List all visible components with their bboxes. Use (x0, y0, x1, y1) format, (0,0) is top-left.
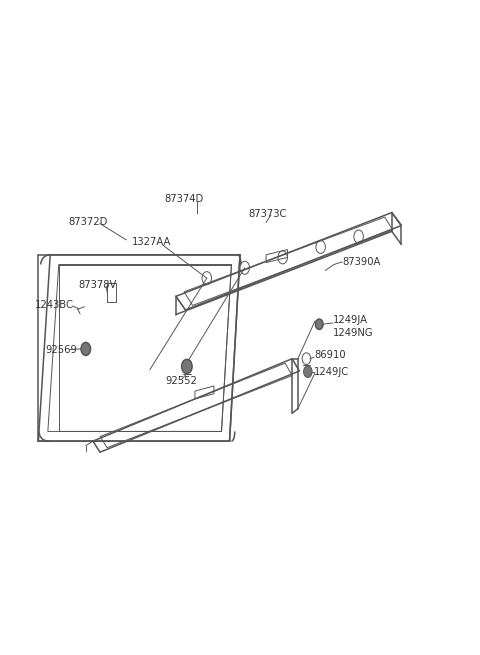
Text: 1327AA: 1327AA (132, 236, 172, 247)
Circle shape (315, 319, 323, 329)
Text: 87373C: 87373C (249, 209, 287, 219)
Circle shape (181, 360, 192, 373)
Text: 87374D: 87374D (164, 194, 204, 204)
Text: 92569: 92569 (46, 345, 77, 355)
Text: 1249JA: 1249JA (333, 315, 368, 326)
Circle shape (303, 365, 312, 377)
Text: 92552: 92552 (165, 376, 197, 386)
Text: 1243BC: 1243BC (35, 300, 73, 310)
Circle shape (81, 343, 91, 356)
Text: 87378V: 87378V (79, 280, 117, 290)
Text: 87390A: 87390A (342, 257, 380, 267)
Text: 1249NG: 1249NG (333, 328, 373, 338)
Text: 86910: 86910 (314, 350, 346, 360)
Text: 87372D: 87372D (68, 217, 108, 227)
Text: 1249JC: 1249JC (314, 367, 349, 377)
